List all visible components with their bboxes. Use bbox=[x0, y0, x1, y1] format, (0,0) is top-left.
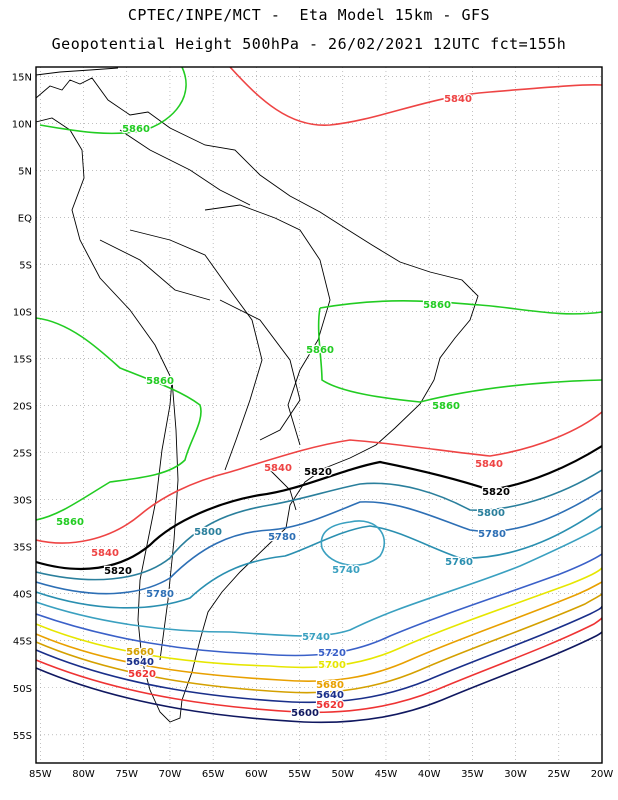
peru-border bbox=[99, 239, 211, 301]
height-contours bbox=[36, 67, 602, 724]
contour-label: 5820 bbox=[104, 566, 132, 577]
south-america-coastline bbox=[36, 77, 479, 723]
contour-label: 5840 bbox=[444, 94, 472, 105]
map-title: CPTEC/INPE/MCT - Eta Model 15km - GFS bbox=[127, 6, 491, 24]
contour-line bbox=[36, 469, 602, 581]
contour-label: 5640 bbox=[126, 657, 154, 668]
contour-line bbox=[36, 631, 602, 724]
contour-label: 5660 bbox=[126, 647, 154, 658]
lon-label: 40W bbox=[418, 769, 441, 780]
contour-label: 5600 bbox=[291, 708, 319, 719]
contour-line bbox=[320, 520, 386, 566]
contour-line bbox=[36, 489, 602, 595]
contour-line bbox=[36, 581, 602, 682]
contour-label: 5860 bbox=[423, 300, 451, 311]
contour-label: 5760 bbox=[445, 557, 473, 568]
contour-line bbox=[39, 67, 187, 135]
lon-label: 85W bbox=[29, 769, 52, 780]
lon-label: 35W bbox=[461, 769, 484, 780]
lon-label: 30W bbox=[504, 769, 527, 780]
contour-label: 5800 bbox=[477, 508, 505, 519]
andean-borders bbox=[129, 229, 263, 471]
contour-line bbox=[36, 567, 602, 669]
map-subtitle: Geopotential Height 500hPa - 26/02/2021 … bbox=[51, 35, 567, 53]
contour-label: 5680 bbox=[316, 680, 344, 691]
contour-label: 5740 bbox=[302, 632, 330, 643]
lon-label: 20W bbox=[591, 769, 614, 780]
lon-label: 45W bbox=[375, 769, 398, 780]
lon-label: 60W bbox=[245, 769, 268, 780]
contour-label: 5780 bbox=[268, 532, 296, 543]
lat-label: 50S bbox=[13, 684, 32, 695]
contour-line bbox=[36, 593, 602, 694]
contour-label: 5860 bbox=[146, 376, 174, 387]
contour-label: 5780 bbox=[478, 529, 506, 540]
contour-label: 5700 bbox=[318, 660, 346, 671]
lat-label: 45S bbox=[13, 637, 32, 648]
contour-label: 5840 bbox=[91, 548, 119, 559]
contour-label: 5860 bbox=[56, 517, 84, 528]
central-america-coastline bbox=[36, 67, 119, 76]
lat-label: 10N bbox=[12, 119, 32, 130]
uruguay-border bbox=[269, 469, 297, 511]
contour-label: 5860 bbox=[122, 124, 150, 135]
coastline-borders bbox=[36, 67, 479, 723]
brazil-border bbox=[204, 204, 331, 446]
lat-label: 15N bbox=[12, 72, 32, 83]
lat-label: 30S bbox=[13, 496, 32, 507]
contour-label: 5800 bbox=[194, 527, 222, 538]
contour-line bbox=[36, 445, 602, 571]
lon-label: 75W bbox=[115, 769, 138, 780]
contour-label: 5720 bbox=[318, 648, 346, 659]
argentina-chile-border bbox=[159, 379, 179, 661]
contour-line bbox=[36, 525, 602, 637]
lat-label: 15S bbox=[13, 355, 32, 366]
contour-line bbox=[36, 553, 602, 657]
lat-label: 5N bbox=[18, 166, 32, 177]
lat-label: 40S bbox=[13, 590, 32, 601]
contour-labels: 5860 5860 5860 5860 5860 5860 5840 5840 5840 5840… bbox=[55, 93, 511, 721]
contour-line bbox=[229, 67, 602, 126]
lat-label: 35S bbox=[13, 543, 32, 554]
lon-label: 70W bbox=[159, 769, 182, 780]
lat-label: EQ bbox=[18, 213, 32, 224]
contour-line bbox=[317, 300, 602, 403]
contour-label: 5820 bbox=[304, 467, 332, 478]
contour-label: 5820 bbox=[482, 487, 510, 498]
longitude-labels: 85W 80W 75W 70W 65W 60W 55W 50W 45W 40W 35W 30W 25W 2… bbox=[29, 769, 613, 780]
contour-label: 5780 bbox=[146, 589, 174, 600]
map-frame bbox=[35, 66, 603, 764]
contour-line bbox=[36, 617, 602, 714]
contour-line bbox=[36, 605, 602, 704]
lat-label: 55S bbox=[13, 731, 32, 742]
contour-label: 5840 bbox=[264, 463, 292, 474]
contour-line bbox=[36, 317, 202, 521]
contour-label: 5740 bbox=[332, 565, 360, 576]
lat-label: 5S bbox=[19, 261, 32, 272]
lat-label: 10S bbox=[13, 308, 32, 319]
contour-label: 5620 bbox=[316, 700, 344, 711]
lon-label: 65W bbox=[202, 769, 225, 780]
colombia-venezuela-border bbox=[119, 129, 251, 206]
contour-label: 5620 bbox=[128, 669, 156, 680]
contour-label: 5860 bbox=[432, 401, 460, 412]
contour-label: 5860 bbox=[306, 345, 334, 356]
contour-label: 5640 bbox=[316, 690, 344, 701]
lat-label: 20S bbox=[13, 402, 32, 413]
contour-line bbox=[36, 411, 602, 544]
latitude-labels: 15N 10N 5N EQ 5S 10S 15S 20S 25S 30S 35S 40S 45S 50S 5… bbox=[12, 72, 32, 741]
lon-label: 25W bbox=[547, 769, 570, 780]
contour-label: 5840 bbox=[475, 459, 503, 470]
lon-label: 50W bbox=[331, 769, 354, 780]
bolivia-paraguay-border bbox=[219, 299, 301, 441]
lon-label: 55W bbox=[288, 769, 311, 780]
lat-label: 25S bbox=[13, 449, 32, 460]
lon-label: 80W bbox=[72, 769, 95, 780]
